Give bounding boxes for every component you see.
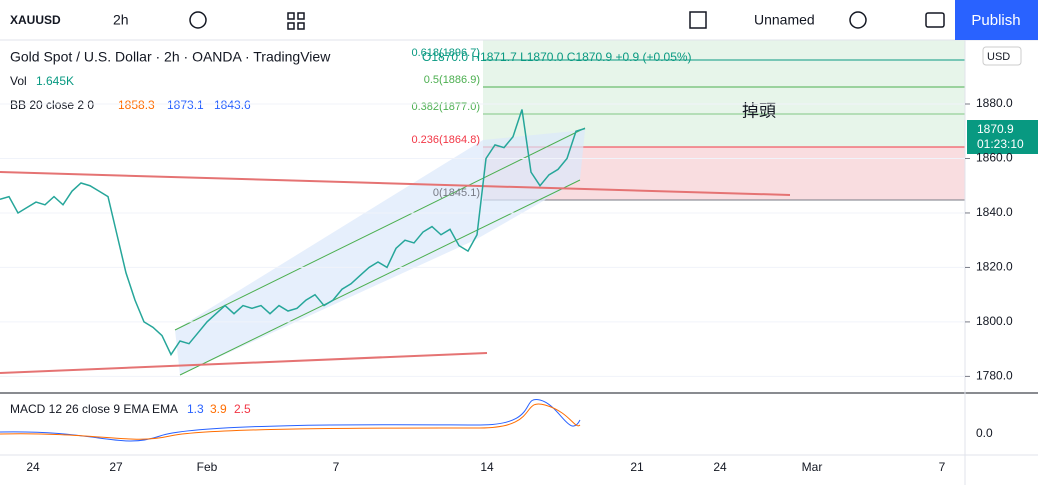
channel-line	[174, 127, 586, 331]
layout-icon[interactable]	[297, 22, 305, 30]
layout-icon[interactable]	[287, 12, 295, 20]
price-line	[0, 109, 586, 357]
currency[interactable]: USD	[987, 51, 1010, 63]
macd-line	[0, 398, 581, 442]
layout-name[interactable]: Unnamed	[754, 12, 815, 28]
fib-lines	[483, 59, 965, 201]
bb-label: BB 20 close 2 0	[10, 98, 94, 112]
fib-label: 0.236(1864.8)	[412, 134, 481, 146]
x-tick-label: 7	[939, 460, 946, 474]
fib-label: 0.5(1886.9)	[424, 74, 480, 86]
symbol[interactable]: XAUUSD	[10, 13, 61, 27]
publish-label[interactable]: Publish	[971, 12, 1020, 29]
bb-value: 1843.6	[214, 98, 251, 112]
y-tick-label: 1780.0	[976, 369, 1013, 383]
camera-icon[interactable]	[925, 12, 945, 28]
macd-value: 2.5	[234, 402, 251, 416]
vol-value: 1.645K	[36, 74, 74, 88]
y-tick-label: 1880.0	[976, 96, 1013, 110]
settings-icon[interactable]	[849, 11, 867, 29]
y-tick-label: 1840.0	[976, 205, 1013, 219]
vol-label: Vol	[10, 74, 27, 88]
trend-line	[0, 352, 488, 374]
trend-line	[0, 171, 791, 196]
toolbar-icons	[189, 11, 945, 30]
x-tick-label: Mar	[802, 460, 823, 474]
y-tick-label: 1820.0	[976, 260, 1013, 274]
ohlc: O1870.0 H1871.7 L1870.0 C1870.9 +0.9 (+0…	[422, 50, 692, 64]
macd-label: MACD 12 26 close 9 EMA EMA	[10, 402, 178, 416]
legend-title: Gold Spot / U.S. Dollar · 2h · OANDA · T…	[10, 49, 331, 65]
last-price: 1870.9	[977, 122, 1014, 136]
price-tag	[967, 120, 1038, 154]
countdown: 01:23:10	[977, 137, 1024, 151]
fib-label: 0.382(1877.0)	[412, 101, 481, 113]
checkbox[interactable]	[689, 11, 707, 29]
y-tick-label: 1800.0	[976, 314, 1013, 328]
add-icon[interactable]	[189, 11, 207, 29]
fib-zone-green	[483, 40, 965, 147]
bb-value: 1873.1	[167, 98, 204, 112]
macd-axis-label: 0.0	[976, 426, 993, 440]
interval[interactable]: 2h	[113, 12, 129, 28]
x-tick-label: 24	[713, 460, 727, 474]
fib-label: 0.618(1896.7)	[412, 47, 481, 59]
annotation: 掉頭	[742, 101, 776, 120]
fib-label: 0(1845.1)	[433, 187, 480, 199]
layout-icon[interactable]	[287, 22, 295, 30]
x-tick-label: 14	[480, 460, 494, 474]
x-tick-label: 27	[109, 460, 123, 474]
currency-box[interactable]	[982, 46, 1022, 66]
publish-button[interactable]	[955, 0, 1038, 40]
x-tick-label: 7	[333, 460, 340, 474]
macd-value: 3.9	[210, 402, 227, 416]
bb-value: 1858.3	[118, 98, 155, 112]
signal-line	[0, 403, 581, 440]
macd-value: 1.3	[187, 402, 204, 416]
x-tick-label: 24	[26, 460, 40, 474]
layout-icon[interactable]	[297, 12, 305, 20]
x-tick-label: Feb	[197, 460, 218, 474]
x-tick-label: 21	[630, 460, 644, 474]
y-tick-label: 1860.0	[976, 151, 1013, 165]
